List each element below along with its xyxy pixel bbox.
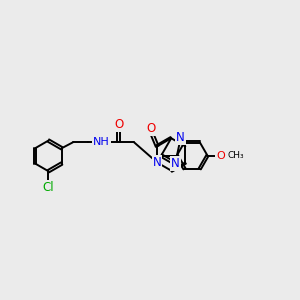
Text: O: O <box>114 118 123 130</box>
Text: O: O <box>216 151 225 160</box>
Text: O: O <box>147 122 156 135</box>
Text: N: N <box>153 156 162 169</box>
Text: CH₃: CH₃ <box>228 151 244 160</box>
Text: N: N <box>171 157 180 170</box>
Text: Cl: Cl <box>43 181 54 194</box>
Text: N: N <box>176 131 185 145</box>
Text: NH: NH <box>93 137 110 147</box>
